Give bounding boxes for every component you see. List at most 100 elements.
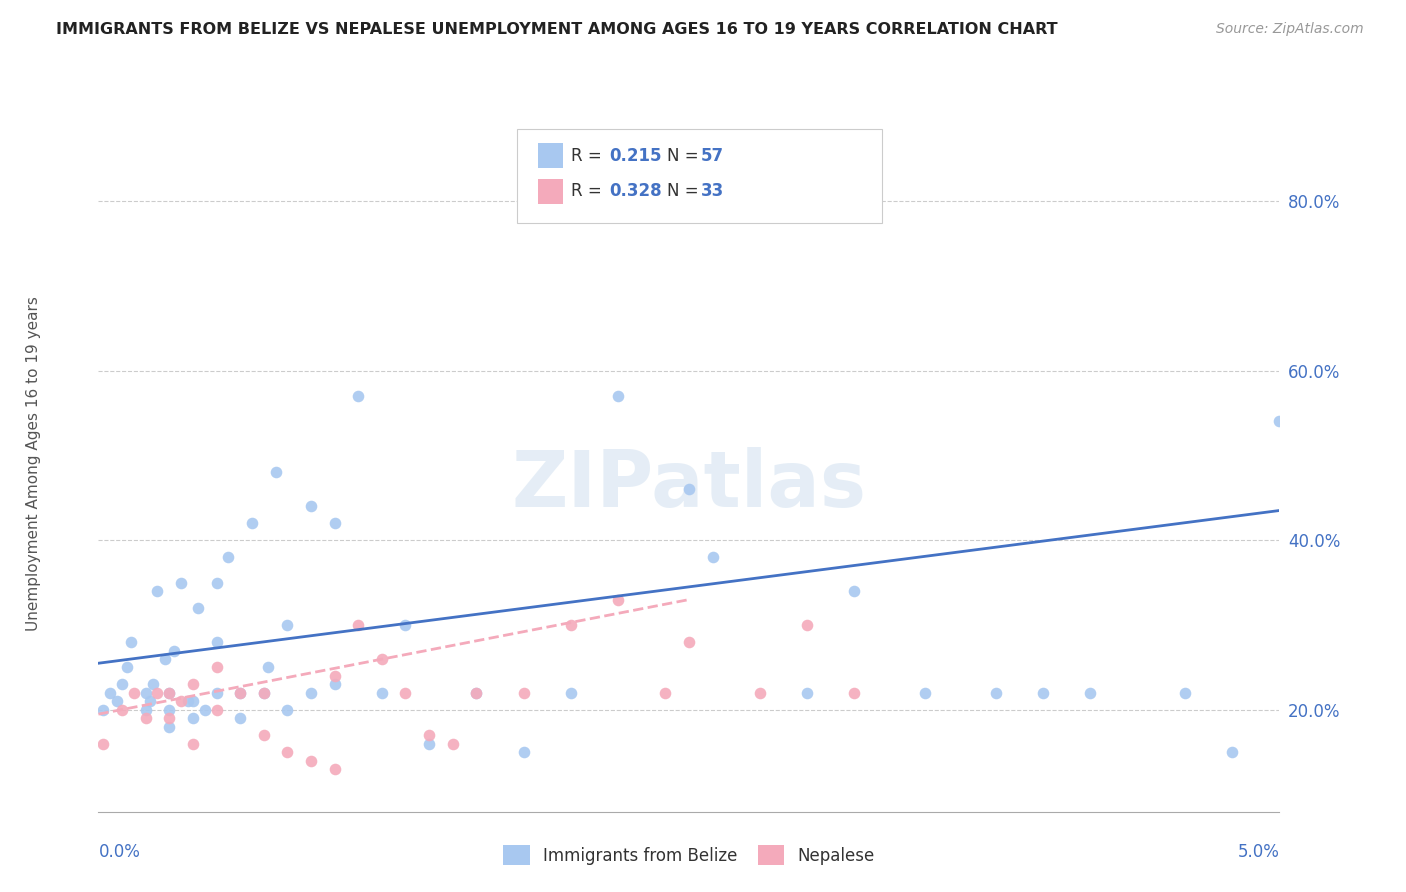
Point bbox=[253, 686, 276, 700]
Point bbox=[347, 618, 370, 632]
Point bbox=[146, 686, 169, 700]
Point bbox=[264, 466, 287, 480]
Point bbox=[323, 677, 346, 691]
Text: 0.0%: 0.0% bbox=[98, 843, 141, 861]
Point bbox=[1220, 745, 1243, 759]
Point bbox=[181, 711, 204, 725]
Point bbox=[135, 686, 157, 700]
Text: ZIPatlas: ZIPatlas bbox=[512, 447, 866, 523]
Point bbox=[153, 652, 176, 666]
Point bbox=[512, 686, 534, 700]
Text: Source: ZipAtlas.com: Source: ZipAtlas.com bbox=[1216, 22, 1364, 37]
Text: N =: N = bbox=[666, 182, 704, 201]
Point bbox=[1080, 686, 1102, 700]
Point bbox=[157, 720, 180, 734]
Point bbox=[121, 635, 143, 649]
Point bbox=[98, 686, 121, 700]
Point bbox=[170, 694, 193, 708]
Point bbox=[299, 500, 322, 514]
Point bbox=[276, 745, 298, 759]
Point bbox=[181, 694, 204, 708]
Point bbox=[157, 686, 180, 700]
Point bbox=[111, 677, 134, 691]
Text: N =: N = bbox=[666, 146, 704, 165]
Point bbox=[654, 686, 676, 700]
Point bbox=[181, 737, 204, 751]
Point bbox=[163, 643, 186, 657]
Point bbox=[257, 660, 280, 674]
Point bbox=[177, 694, 200, 708]
Point bbox=[217, 550, 239, 565]
Point bbox=[560, 686, 582, 700]
Text: Unemployment Among Ages 16 to 19 years: Unemployment Among Ages 16 to 19 years bbox=[25, 296, 41, 632]
Point bbox=[796, 618, 818, 632]
Point bbox=[111, 703, 134, 717]
Point bbox=[135, 703, 157, 717]
Point bbox=[678, 635, 700, 649]
Point bbox=[844, 584, 866, 599]
Point bbox=[1268, 414, 1291, 428]
Point bbox=[139, 694, 162, 708]
Point bbox=[1174, 686, 1197, 700]
Point bbox=[1032, 686, 1054, 700]
Text: R =: R = bbox=[571, 182, 607, 201]
Point bbox=[465, 686, 488, 700]
Point bbox=[371, 652, 394, 666]
Point bbox=[229, 686, 252, 700]
Point bbox=[205, 686, 228, 700]
Point bbox=[678, 483, 700, 497]
Point bbox=[418, 737, 440, 751]
Point bbox=[607, 389, 630, 403]
Point bbox=[142, 677, 165, 691]
Legend: Immigrants from Belize, Nepalese: Immigrants from Belize, Nepalese bbox=[495, 837, 883, 873]
Point bbox=[157, 703, 180, 717]
Point bbox=[194, 703, 217, 717]
Point bbox=[418, 728, 440, 742]
Point bbox=[240, 516, 263, 531]
Text: 5.0%: 5.0% bbox=[1237, 843, 1279, 861]
Point bbox=[276, 703, 298, 717]
Point bbox=[844, 686, 866, 700]
Point bbox=[229, 686, 252, 700]
Point bbox=[91, 737, 114, 751]
Text: R =: R = bbox=[571, 146, 607, 165]
Point bbox=[914, 686, 936, 700]
Point bbox=[157, 686, 180, 700]
Point bbox=[394, 618, 416, 632]
Point bbox=[560, 618, 582, 632]
Point bbox=[984, 686, 1007, 700]
Point bbox=[122, 686, 145, 700]
Text: 57: 57 bbox=[700, 146, 724, 165]
Point bbox=[91, 703, 114, 717]
Point bbox=[105, 694, 128, 708]
Point bbox=[512, 745, 534, 759]
Text: IMMIGRANTS FROM BELIZE VS NEPALESE UNEMPLOYMENT AMONG AGES 16 TO 19 YEARS CORREL: IMMIGRANTS FROM BELIZE VS NEPALESE UNEMP… bbox=[56, 22, 1057, 37]
Point bbox=[347, 389, 370, 403]
Point bbox=[229, 711, 252, 725]
Point bbox=[394, 686, 416, 700]
Point bbox=[371, 686, 394, 700]
Point bbox=[323, 762, 346, 776]
Text: 33: 33 bbox=[700, 182, 724, 201]
Point bbox=[205, 635, 228, 649]
Point bbox=[205, 660, 228, 674]
Point bbox=[323, 669, 346, 683]
Point bbox=[323, 516, 346, 531]
Point bbox=[441, 737, 464, 751]
Point bbox=[702, 550, 724, 565]
Point bbox=[748, 686, 770, 700]
Point bbox=[276, 618, 298, 632]
Point bbox=[796, 686, 818, 700]
Point bbox=[299, 686, 322, 700]
Point bbox=[607, 592, 630, 607]
Point bbox=[187, 601, 209, 615]
Point bbox=[146, 584, 169, 599]
Text: 0.215: 0.215 bbox=[609, 146, 662, 165]
Point bbox=[181, 677, 204, 691]
Point bbox=[205, 703, 228, 717]
Text: 0.328: 0.328 bbox=[609, 182, 662, 201]
Point bbox=[299, 754, 322, 768]
Point bbox=[253, 728, 276, 742]
Point bbox=[157, 711, 180, 725]
Point bbox=[205, 575, 228, 590]
